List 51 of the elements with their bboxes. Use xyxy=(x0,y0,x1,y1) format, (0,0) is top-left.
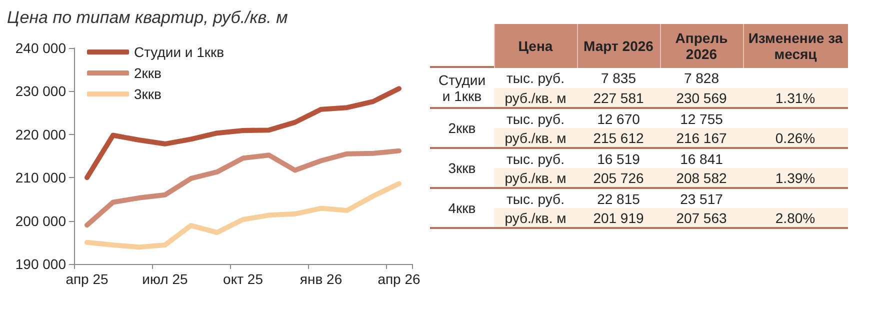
text: 216 167 xyxy=(676,130,727,146)
text: 12 755 xyxy=(680,110,723,126)
text: 0.26% xyxy=(775,130,816,146)
text: руб./кв. м xyxy=(504,210,566,226)
text: 23 517 xyxy=(680,190,723,206)
category-label: Апрель 2026 xyxy=(660,24,743,68)
category-label: 4ккв xyxy=(448,200,476,216)
y-tick-label: 220 000 xyxy=(15,126,66,142)
category-label: Изменение за месяц xyxy=(743,24,848,68)
x-tick-label: окт 25 xyxy=(223,271,264,287)
x-tick-label: янв 26 xyxy=(300,271,342,287)
text: 22 815 xyxy=(597,190,640,206)
legend-label: 2ккв xyxy=(134,65,162,81)
text: 12 670 xyxy=(597,110,640,126)
text: 1.39% xyxy=(775,170,816,186)
chart-title: Цена по типам квартир, руб./кв. м xyxy=(7,8,288,27)
category-label: Студии и 1ккв xyxy=(438,72,486,104)
text: тыс. руб. xyxy=(506,70,564,86)
text: 207 563 xyxy=(676,210,727,226)
y-tick-label: 200 000 xyxy=(15,212,66,229)
text: 16 841 xyxy=(680,150,723,166)
legend-label: Студии и 1ккв xyxy=(134,44,224,60)
text: руб./кв. м xyxy=(504,130,566,146)
y-tick-label: 240 000 xyxy=(15,40,66,56)
text: 2.80% xyxy=(775,210,816,226)
y-tick-label: 210 000 xyxy=(15,170,66,186)
text: 205 726 xyxy=(593,170,644,186)
text: тыс. руб. xyxy=(506,150,564,166)
category-label: Цена xyxy=(494,24,577,68)
text: 215 612 xyxy=(593,130,644,146)
category-label: Март 2026 xyxy=(577,24,660,68)
text: 227 581 xyxy=(593,90,644,106)
y-tick-label: 190 000 xyxy=(15,256,66,272)
legend-label: 3ккв xyxy=(134,86,162,102)
y-tick-label: 230 000 xyxy=(15,83,66,100)
x-tick-label: июл 25 xyxy=(142,271,188,287)
text: 230 569 xyxy=(676,90,727,106)
text: 7 835 xyxy=(600,70,636,86)
text: 208 582 xyxy=(676,170,727,186)
category-label: 3ккв xyxy=(448,160,476,176)
text: 201 919 xyxy=(593,210,644,226)
text: 7 828 xyxy=(684,70,720,86)
text: руб./кв. м xyxy=(504,170,566,186)
text: руб./кв. м xyxy=(504,90,566,106)
text: 1.31% xyxy=(775,90,816,106)
text: 16 519 xyxy=(597,150,640,166)
category-label: 2ккв xyxy=(448,120,476,136)
x-tick-label: апр 25 xyxy=(66,271,109,287)
text: тыс. руб. xyxy=(506,190,564,206)
x-tick-label: апр 26 xyxy=(378,271,421,287)
text: тыс. руб. xyxy=(506,110,564,126)
